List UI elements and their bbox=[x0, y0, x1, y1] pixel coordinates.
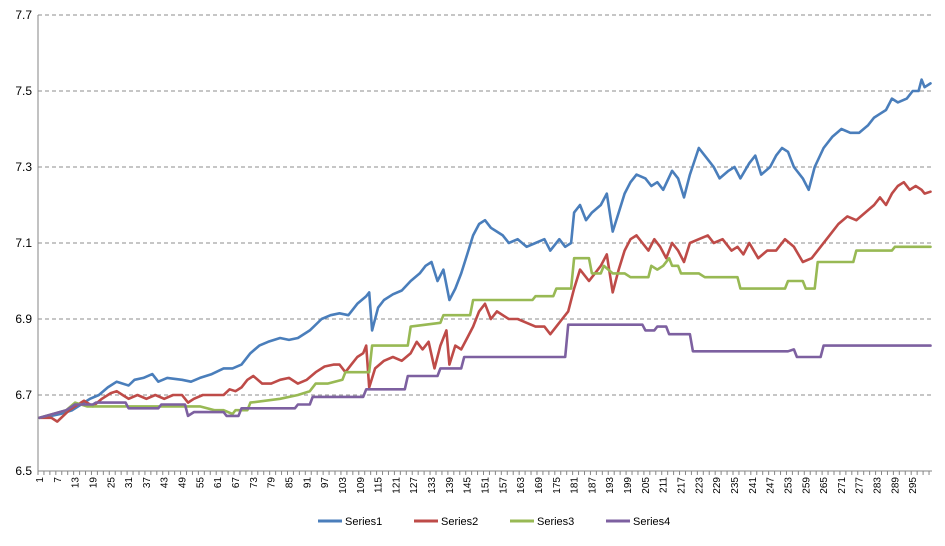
x-tick-label: 97 bbox=[320, 477, 331, 489]
x-tick-label: 31 bbox=[124, 477, 135, 489]
x-tick-label: 115 bbox=[374, 477, 385, 493]
x-tick-label: 37 bbox=[142, 477, 153, 489]
series-line-series3 bbox=[38, 245, 932, 420]
x-tick-label: 49 bbox=[178, 477, 189, 489]
x-tick-label: 91 bbox=[302, 477, 313, 489]
series-line-series2 bbox=[38, 180, 932, 423]
x-tick-label: 253 bbox=[783, 477, 794, 494]
x-tick-label: 181 bbox=[570, 477, 581, 494]
x-tick-label: 25 bbox=[106, 477, 117, 489]
x-tick-label: 235 bbox=[730, 477, 741, 494]
x-tick-label: 127 bbox=[409, 477, 420, 494]
x-tick-label: 163 bbox=[516, 477, 527, 494]
x-tick-label: 223 bbox=[694, 477, 705, 494]
y-tick-label: 6.9 bbox=[15, 312, 32, 326]
x-tick-label: 19 bbox=[88, 477, 99, 489]
x-tick-label: 121 bbox=[391, 477, 402, 494]
x-tick-label: 277 bbox=[855, 477, 866, 494]
series-lines bbox=[38, 78, 932, 423]
series-line-series1 bbox=[38, 78, 932, 420]
x-tick-label: 199 bbox=[623, 477, 634, 494]
x-tick-label: 1 bbox=[35, 477, 46, 483]
x-tick-label: 169 bbox=[534, 477, 545, 494]
x-tick-label: 241 bbox=[748, 477, 759, 494]
x-tick-label: 247 bbox=[766, 477, 777, 494]
x-tick-label: 109 bbox=[356, 477, 367, 494]
x-tick-label: 259 bbox=[801, 477, 812, 494]
legend-label: Series4 bbox=[633, 516, 670, 528]
x-tick-label: 205 bbox=[641, 477, 652, 494]
x-tick-label: 145 bbox=[463, 477, 474, 494]
series-line-series4 bbox=[38, 323, 932, 420]
gridlines bbox=[38, 14, 932, 396]
legend-label: Series1 bbox=[345, 516, 382, 528]
x-tick-label: 295 bbox=[908, 477, 919, 494]
x-tick-label: 55 bbox=[195, 477, 206, 489]
x-tick-label: 187 bbox=[587, 477, 598, 494]
x-tick-label: 139 bbox=[445, 477, 456, 494]
y-axis-tick-labels: 6.5 6.7 6.9 7.1 7.3 7.5 7.7 bbox=[15, 8, 32, 478]
x-tick-label: 157 bbox=[498, 477, 509, 494]
y-tick-label: 7.1 bbox=[15, 236, 32, 250]
x-tick-label: 229 bbox=[712, 477, 723, 494]
x-tick-label: 79 bbox=[267, 477, 278, 489]
x-tick-label: 271 bbox=[837, 477, 848, 494]
x-tick-label: 61 bbox=[213, 477, 224, 489]
x-tick-label: 217 bbox=[677, 477, 688, 494]
x-tick-label: 13 bbox=[71, 477, 82, 489]
axes bbox=[37, 15, 932, 475]
legend: Series1 Series2 Series3 Series4 bbox=[318, 516, 670, 528]
x-tick-label: 67 bbox=[231, 477, 242, 489]
x-tick-label: 133 bbox=[427, 477, 438, 494]
x-tick-label: 175 bbox=[552, 477, 563, 494]
x-tick-label: 85 bbox=[284, 477, 295, 489]
x-tick-label: 43 bbox=[160, 477, 171, 489]
legend-label: Series3 bbox=[537, 516, 574, 528]
x-tick-label: 193 bbox=[605, 477, 616, 494]
x-tick-label: 289 bbox=[890, 477, 901, 494]
x-tick-label: 103 bbox=[338, 477, 349, 494]
y-tick-label: 7.7 bbox=[15, 8, 32, 22]
x-tick-label: 265 bbox=[819, 477, 830, 494]
y-tick-label: 6.5 bbox=[15, 464, 32, 478]
x-tick-label: 7 bbox=[53, 477, 64, 483]
x-tick-label: 73 bbox=[249, 477, 260, 489]
legend-label: Series2 bbox=[441, 516, 478, 528]
x-tick-label: 211 bbox=[659, 477, 670, 493]
y-tick-label: 7.3 bbox=[15, 160, 32, 174]
x-axis-tick-labels: 1 7 13 19 25 31 37 43 49 55 61 67 73 79 85 91 97 103 109 11… bbox=[35, 477, 919, 494]
y-tick-label: 7.5 bbox=[15, 84, 32, 98]
x-tick-label: 283 bbox=[873, 477, 884, 494]
y-tick-label: 6.7 bbox=[15, 388, 32, 402]
x-tick-label: 151 bbox=[481, 477, 492, 494]
